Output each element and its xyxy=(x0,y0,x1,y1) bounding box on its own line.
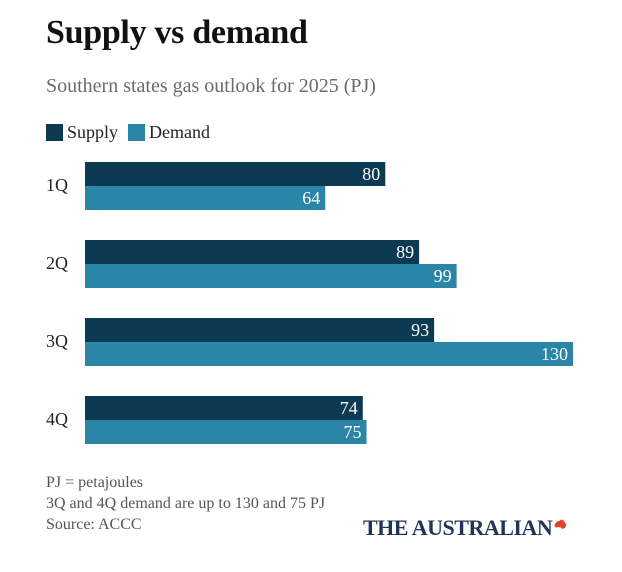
data-label-supply-2q: 89 xyxy=(396,242,414,262)
legend: Supply Demand xyxy=(46,122,220,143)
chart-title: Supply vs demand xyxy=(46,14,308,51)
brand-logo: THE AUSTRALIAN xyxy=(363,515,567,541)
chart-subtitle: Southern states gas outlook for 2025 (PJ… xyxy=(46,75,376,97)
bar-chart: 1Q 80 64 2Q 89 99 3Q 93 130 4Q 74 75 xyxy=(46,162,573,444)
chart-notes: PJ = petajoules 3Q and 4Q demand are up … xyxy=(46,472,325,535)
data-label-demand-4q: 75 xyxy=(344,422,362,442)
note-demand: 3Q and 4Q demand are up to 130 and 75 PJ xyxy=(46,495,326,512)
category-label-2q: 2Q xyxy=(46,253,68,273)
note-pj-definition: PJ = petajoules xyxy=(46,474,144,491)
data-label-supply-1q: 80 xyxy=(362,164,380,184)
bar-supply-4q xyxy=(85,396,363,420)
source-note: Source: ACCC xyxy=(46,516,142,533)
category-label-3q: 3Q xyxy=(46,331,68,351)
category-label-1q: 1Q xyxy=(46,175,68,195)
legend-item-demand: Demand xyxy=(128,122,210,143)
data-label-demand-1q: 64 xyxy=(302,188,320,208)
bar-supply-2q xyxy=(85,240,420,264)
data-label-demand-2q: 99 xyxy=(434,266,452,286)
data-label-demand-3q: 130 xyxy=(541,344,568,364)
data-label-supply-3q: 93 xyxy=(411,320,429,340)
data-label-supply-4q: 74 xyxy=(340,398,358,418)
bar-demand-4q xyxy=(85,420,367,444)
bar-demand-1q xyxy=(85,186,326,210)
bar-supply-1q xyxy=(85,162,386,186)
legend-swatch-supply xyxy=(46,124,63,141)
legend-swatch-demand xyxy=(128,124,146,141)
legend-label-demand: Demand xyxy=(149,122,210,142)
legend-label-supply: Supply xyxy=(67,122,119,142)
legend-item-supply: Supply xyxy=(46,122,118,143)
bar-demand-3q xyxy=(85,342,573,366)
bar-demand-2q xyxy=(85,264,457,288)
category-label-4q: 4Q xyxy=(46,409,68,429)
australia-map-icon xyxy=(554,519,567,529)
bar-supply-3q xyxy=(85,318,435,342)
brand-name: THE AUSTRALIAN xyxy=(363,515,553,540)
